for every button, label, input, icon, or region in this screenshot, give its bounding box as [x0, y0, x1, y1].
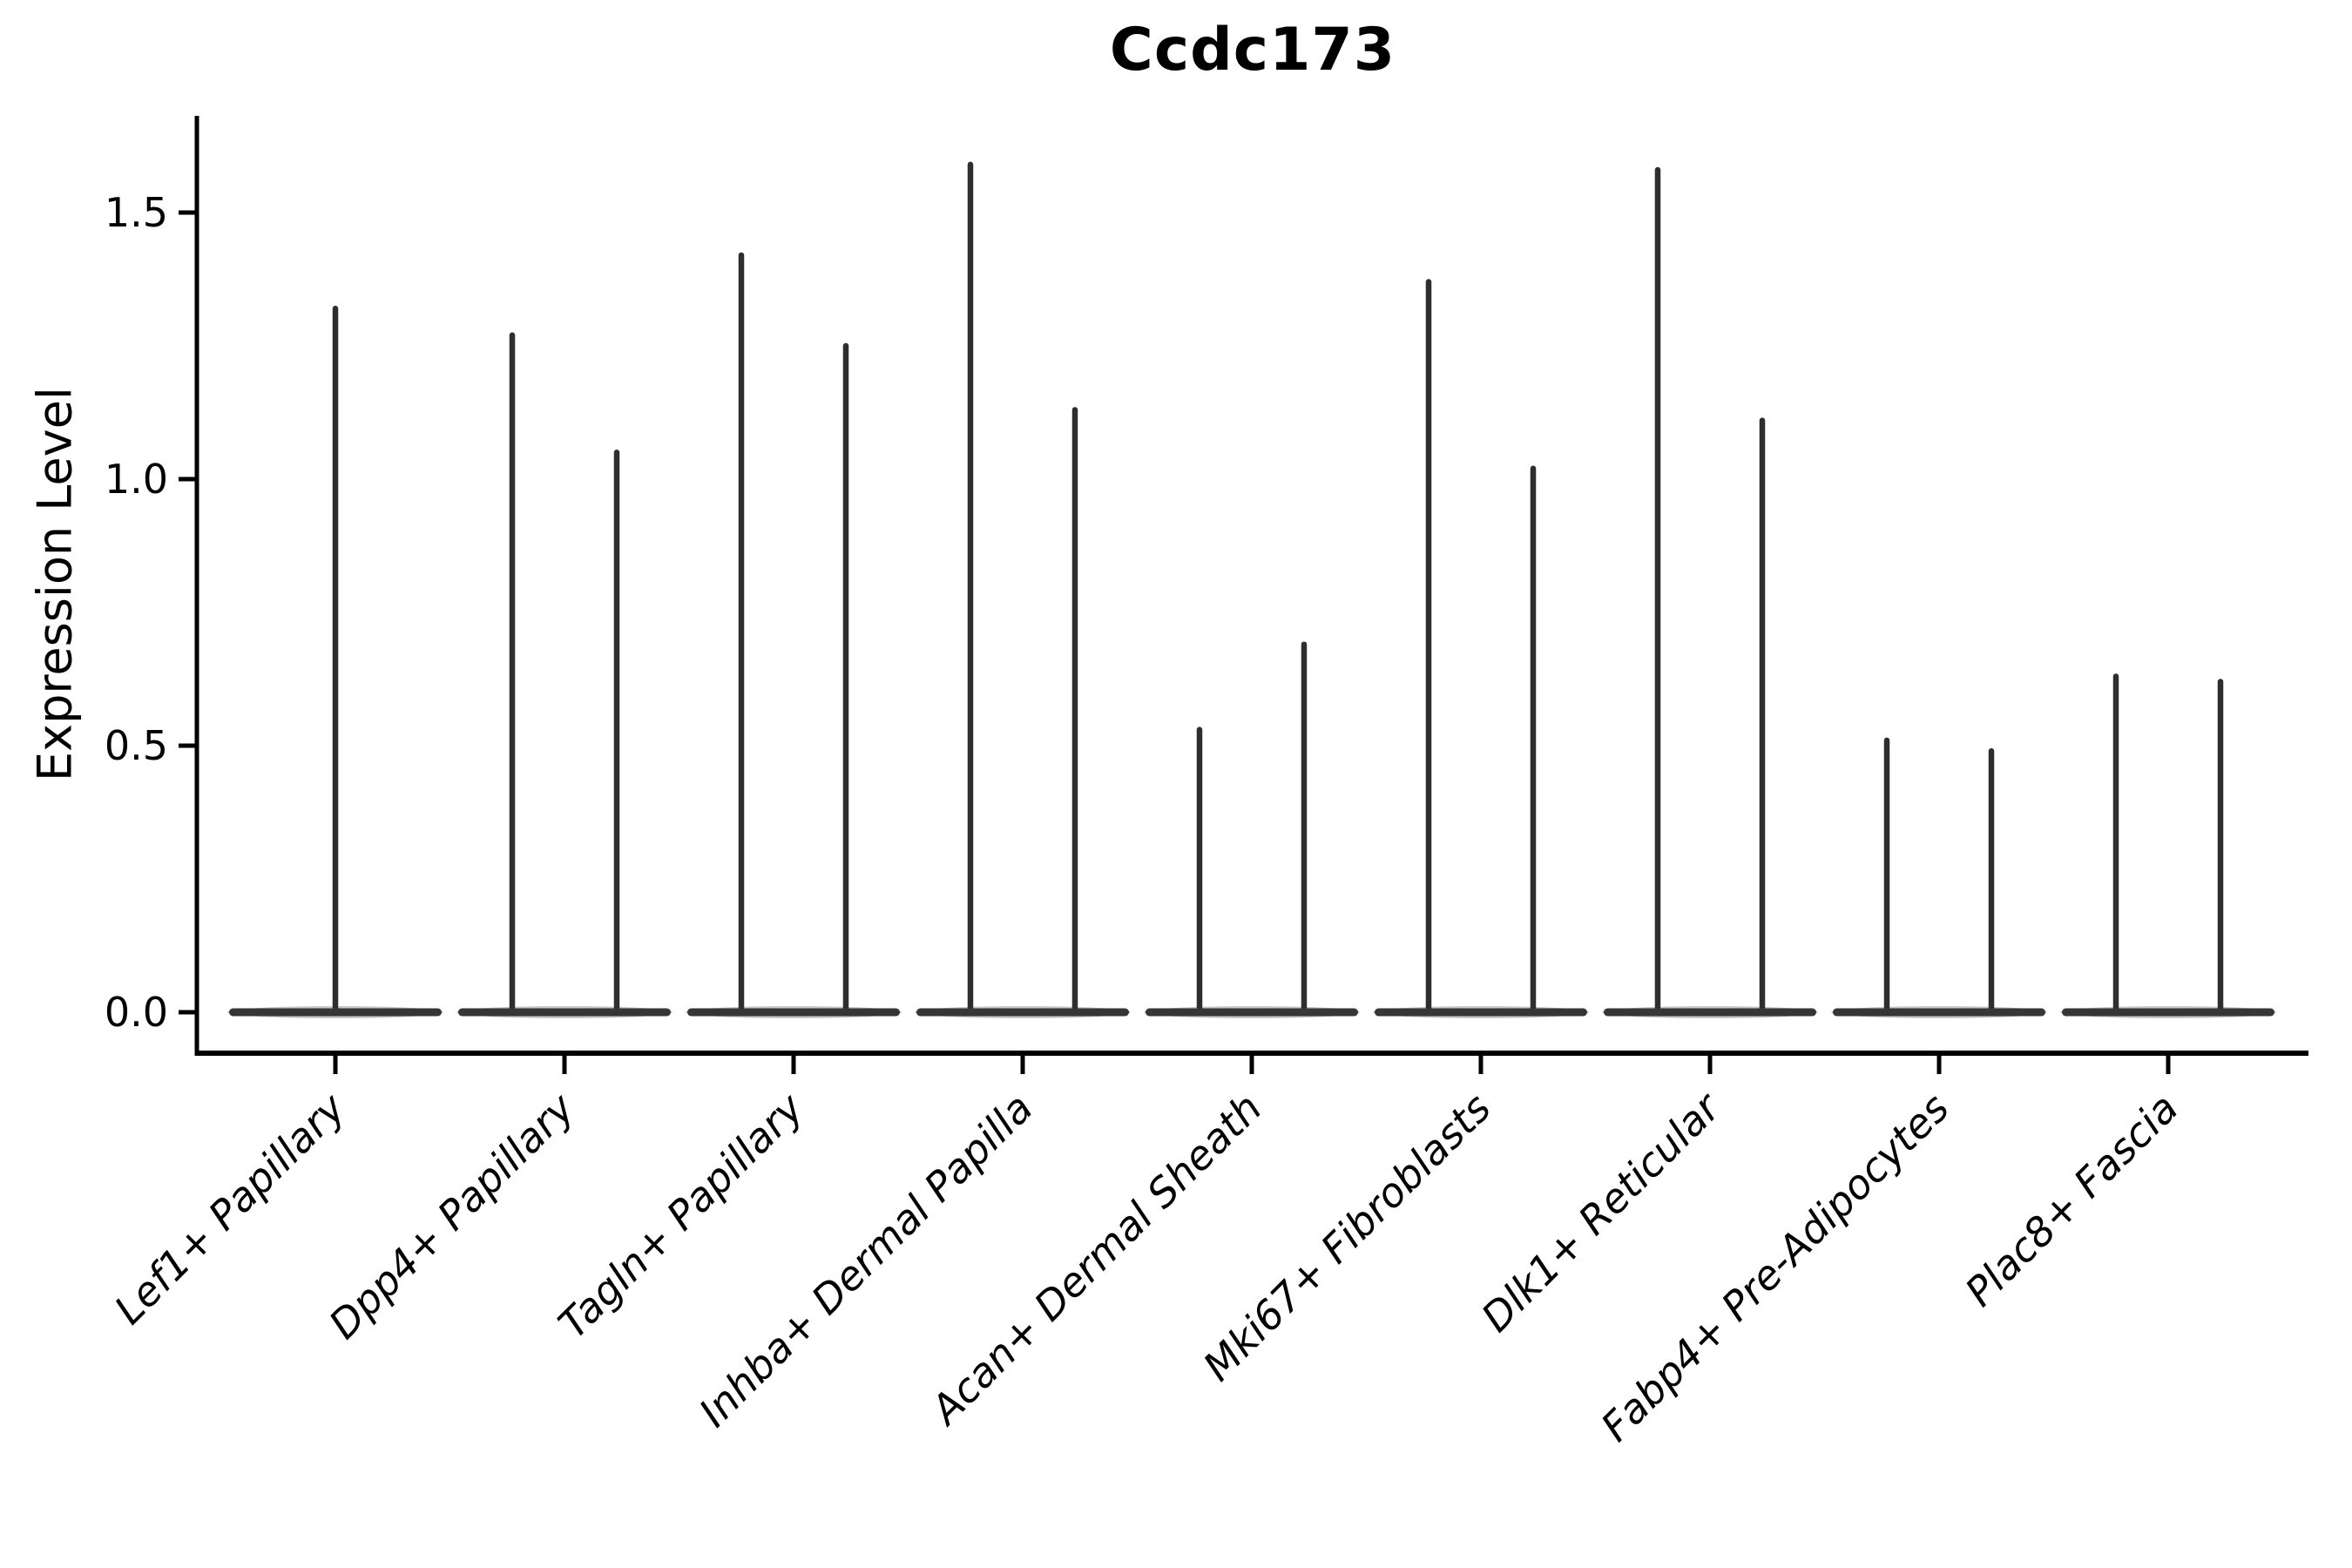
violin-base	[916, 1008, 1129, 1017]
violin-base	[1146, 1008, 1358, 1017]
violin-base	[687, 1008, 900, 1017]
x-category-label: Lef1+ Papillary	[105, 1084, 355, 1333]
y-tick-label: 1.0	[105, 456, 168, 503]
y-tick-label: 0.0	[105, 989, 168, 1036]
violin-2	[456, 332, 672, 1018]
x-category-label: Tagln+ Papillary	[549, 1084, 813, 1348]
x-category-label: Dlk1+ Reticular	[1472, 1082, 1731, 1341]
violin-7	[1602, 166, 1818, 1018]
violin-5	[1144, 641, 1360, 1018]
y-tick-label: 0.5	[105, 722, 168, 769]
violin-9	[2060, 673, 2276, 1018]
violin-3	[686, 252, 902, 1018]
violin-6	[1373, 279, 1589, 1018]
violin-base	[458, 1008, 671, 1017]
violin-base	[229, 1008, 442, 1017]
y-tick-label: 1.5	[105, 189, 168, 236]
x-category-label: Dpp4+ Papillary	[320, 1084, 584, 1348]
violin-base	[1833, 1008, 2045, 1017]
violin-base	[2062, 1008, 2274, 1017]
violin-base	[1375, 1008, 1587, 1017]
x-category-label: Plac8+ Fascia	[1956, 1085, 2186, 1315]
violin-1	[227, 305, 443, 1018]
violin-8	[1831, 737, 2047, 1018]
chart-title: Ccdc173	[1109, 16, 1396, 84]
violin-4	[915, 161, 1131, 1018]
violin-base	[1604, 1008, 1816, 1017]
